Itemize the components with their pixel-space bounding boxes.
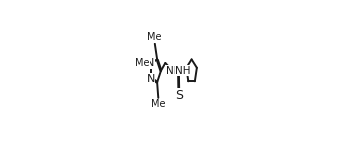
Text: S: S	[175, 89, 183, 102]
Text: NH: NH	[166, 66, 181, 76]
Text: Me: Me	[151, 99, 166, 109]
Text: N: N	[146, 58, 155, 68]
Text: N: N	[146, 74, 155, 84]
Text: NH: NH	[175, 66, 191, 76]
Text: Me: Me	[135, 58, 150, 68]
Text: Me: Me	[147, 32, 162, 42]
